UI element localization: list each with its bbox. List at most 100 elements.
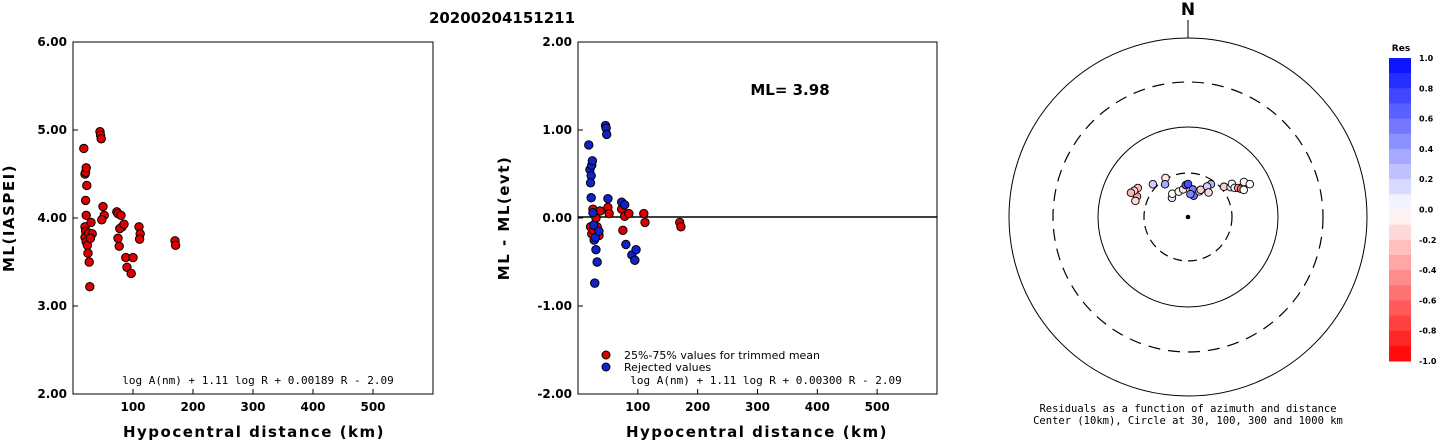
left-y-tick-label: 3.00 xyxy=(37,299,67,313)
polar-caption-line2: Center (10km), Circle at 30, 100, 300 an… xyxy=(1033,415,1343,427)
rejected-point xyxy=(586,193,596,203)
legend-label-rejected: Rejected values xyxy=(624,361,711,374)
trimmed-mean-point xyxy=(640,217,650,228)
middle-y-axis-label: ML - ML(evt) xyxy=(495,156,513,280)
middle-x-tick-label: 500 xyxy=(865,400,890,414)
middle-formula: log A(nm) + 1.11 log R + 0.00300 R - 2.0… xyxy=(630,374,902,387)
rejected-point xyxy=(630,255,640,265)
magnitude-point xyxy=(114,241,124,251)
residual-point xyxy=(1186,189,1195,199)
colorbar-cell xyxy=(1389,58,1411,74)
middle-x-tick-label: 100 xyxy=(625,400,650,414)
magnitude-point xyxy=(113,233,123,243)
rejected-point xyxy=(584,140,594,150)
middle-y-tick-label: 1.00 xyxy=(542,123,572,137)
middle-y-tick-label: -1.00 xyxy=(537,299,572,313)
middle-legend: 25%-75% values for trimmed mean Rejected… xyxy=(601,349,820,374)
rejected-point xyxy=(588,208,598,218)
magnitude-point xyxy=(86,217,96,228)
magnitude-point xyxy=(85,281,95,292)
residual-point xyxy=(1148,180,1158,189)
north-label: N xyxy=(1181,0,1195,20)
middle-y-ticks: -2.00 -1.00 0.00 1.00 2.00 xyxy=(537,35,583,401)
colorbar-tick-label: -0.6 xyxy=(1419,296,1437,305)
ring-1000km xyxy=(1008,37,1368,397)
rejected-point xyxy=(587,156,598,166)
colorbar-cell xyxy=(1389,345,1411,362)
colorbar-cell xyxy=(1389,315,1411,332)
left-x-tick-label: 500 xyxy=(360,400,385,414)
ring-100km xyxy=(1097,126,1279,308)
colorbar-cell xyxy=(1389,88,1411,104)
legend-marker-trimmed-mean xyxy=(601,350,611,360)
rejected-point xyxy=(591,244,601,255)
left-x-tick-label: 400 xyxy=(300,400,325,414)
residual-point xyxy=(1204,188,1213,197)
ring-30km xyxy=(1143,172,1233,262)
trimmed-mean-point xyxy=(639,208,649,219)
colorbar-cell xyxy=(1389,254,1411,271)
rejected-point xyxy=(631,244,641,255)
colorbar-cell xyxy=(1389,224,1411,241)
colorbar-cell xyxy=(1389,103,1411,120)
middle-y-tick-label: 2.00 xyxy=(542,35,572,49)
magnitude-point xyxy=(126,268,136,279)
rejected-point xyxy=(585,178,596,188)
colorbar-tick-label: -1.0 xyxy=(1419,357,1437,366)
left-y-tick-label: 6.00 xyxy=(37,35,67,49)
magnitude-point xyxy=(80,195,91,206)
colorbar-ticks: 1.0 0.8 0.6 0.4 0.2 0.0 -0.2 -0.4 -0.6 -0.8 -1.0 xyxy=(1419,54,1437,366)
colorbar-cell xyxy=(1389,118,1411,135)
rejected-point xyxy=(619,200,630,210)
colorbar-title: Res xyxy=(1392,44,1410,54)
residual-point xyxy=(1239,185,1248,195)
rejected-point xyxy=(594,226,604,236)
left-x-tick-label: 100 xyxy=(120,400,145,414)
colorbar-tick-label: 0.0 xyxy=(1419,206,1434,215)
colorbar-tick-label: 0.4 xyxy=(1419,145,1434,154)
magnitude-point xyxy=(98,201,108,212)
rejected-point xyxy=(590,278,600,288)
magnitude-point xyxy=(134,234,145,244)
magnitude-point xyxy=(97,215,107,225)
left-y-tick-label: 5.00 xyxy=(37,123,67,137)
trimmed-mean-point xyxy=(676,222,686,232)
legend-marker-rejected xyxy=(601,362,611,372)
magnitude-point xyxy=(84,257,94,267)
middle-y-tick-label: -2.00 xyxy=(537,387,572,401)
rejected-point xyxy=(592,257,602,267)
trimmed-mean-point xyxy=(624,208,634,219)
middle-scatter-panel: -2.00 -1.00 0.00 1.00 2.00 100 200 300 400 500 M… xyxy=(495,35,938,441)
colorbar-cells xyxy=(1389,58,1411,362)
colorbar-cell xyxy=(1389,148,1411,165)
magnitude-point xyxy=(81,163,91,173)
left-y-ticks: 2.00 3.00 4.00 5.00 6.00 xyxy=(37,35,78,401)
colorbar-tick-label: 0.6 xyxy=(1419,115,1434,124)
legend-label-trimmed-mean: 25%-75% values for trimmed mean xyxy=(624,349,820,362)
magnitude-point xyxy=(116,210,126,221)
residual-point xyxy=(1160,179,1170,189)
middle-x-tick-label: 300 xyxy=(745,400,770,414)
magnitude-point xyxy=(128,252,138,263)
rejected-point xyxy=(588,220,599,230)
residual-colorbar: Res 1.0 0.8 0.6 0.4 0.2 0.0 -0.2 -0.4 -0.6 -0.8 -1… xyxy=(1389,44,1437,366)
middle-x-ticks: 100 200 300 400 500 xyxy=(625,389,890,414)
residual-point xyxy=(1131,196,1140,206)
colorbar-tick-label: -0.8 xyxy=(1419,327,1437,336)
ring-300km xyxy=(1052,81,1324,353)
middle-x-axis-label: Hypocentral distance (km) xyxy=(626,423,888,441)
rejected-point xyxy=(602,129,612,140)
left-x-axis-label: Hypocentral distance (km) xyxy=(123,423,385,441)
colorbar-cell xyxy=(1389,330,1411,347)
residual-point xyxy=(1126,188,1136,198)
magnitude-point xyxy=(96,134,106,144)
left-x-ticks: 100 200 300 400 500 xyxy=(120,389,386,414)
colorbar-cell xyxy=(1389,133,1411,150)
left-scatter-panel: 2.00 3.00 4.00 5.00 6.00 100 200 300 400 500 ML(… xyxy=(0,35,434,441)
magnitude-point xyxy=(79,143,89,154)
colorbar-tick-label: 1.0 xyxy=(1419,54,1434,63)
colorbar-cell xyxy=(1389,285,1411,301)
trimmed-mean-point xyxy=(604,208,614,219)
colorbar-cell xyxy=(1389,209,1411,226)
